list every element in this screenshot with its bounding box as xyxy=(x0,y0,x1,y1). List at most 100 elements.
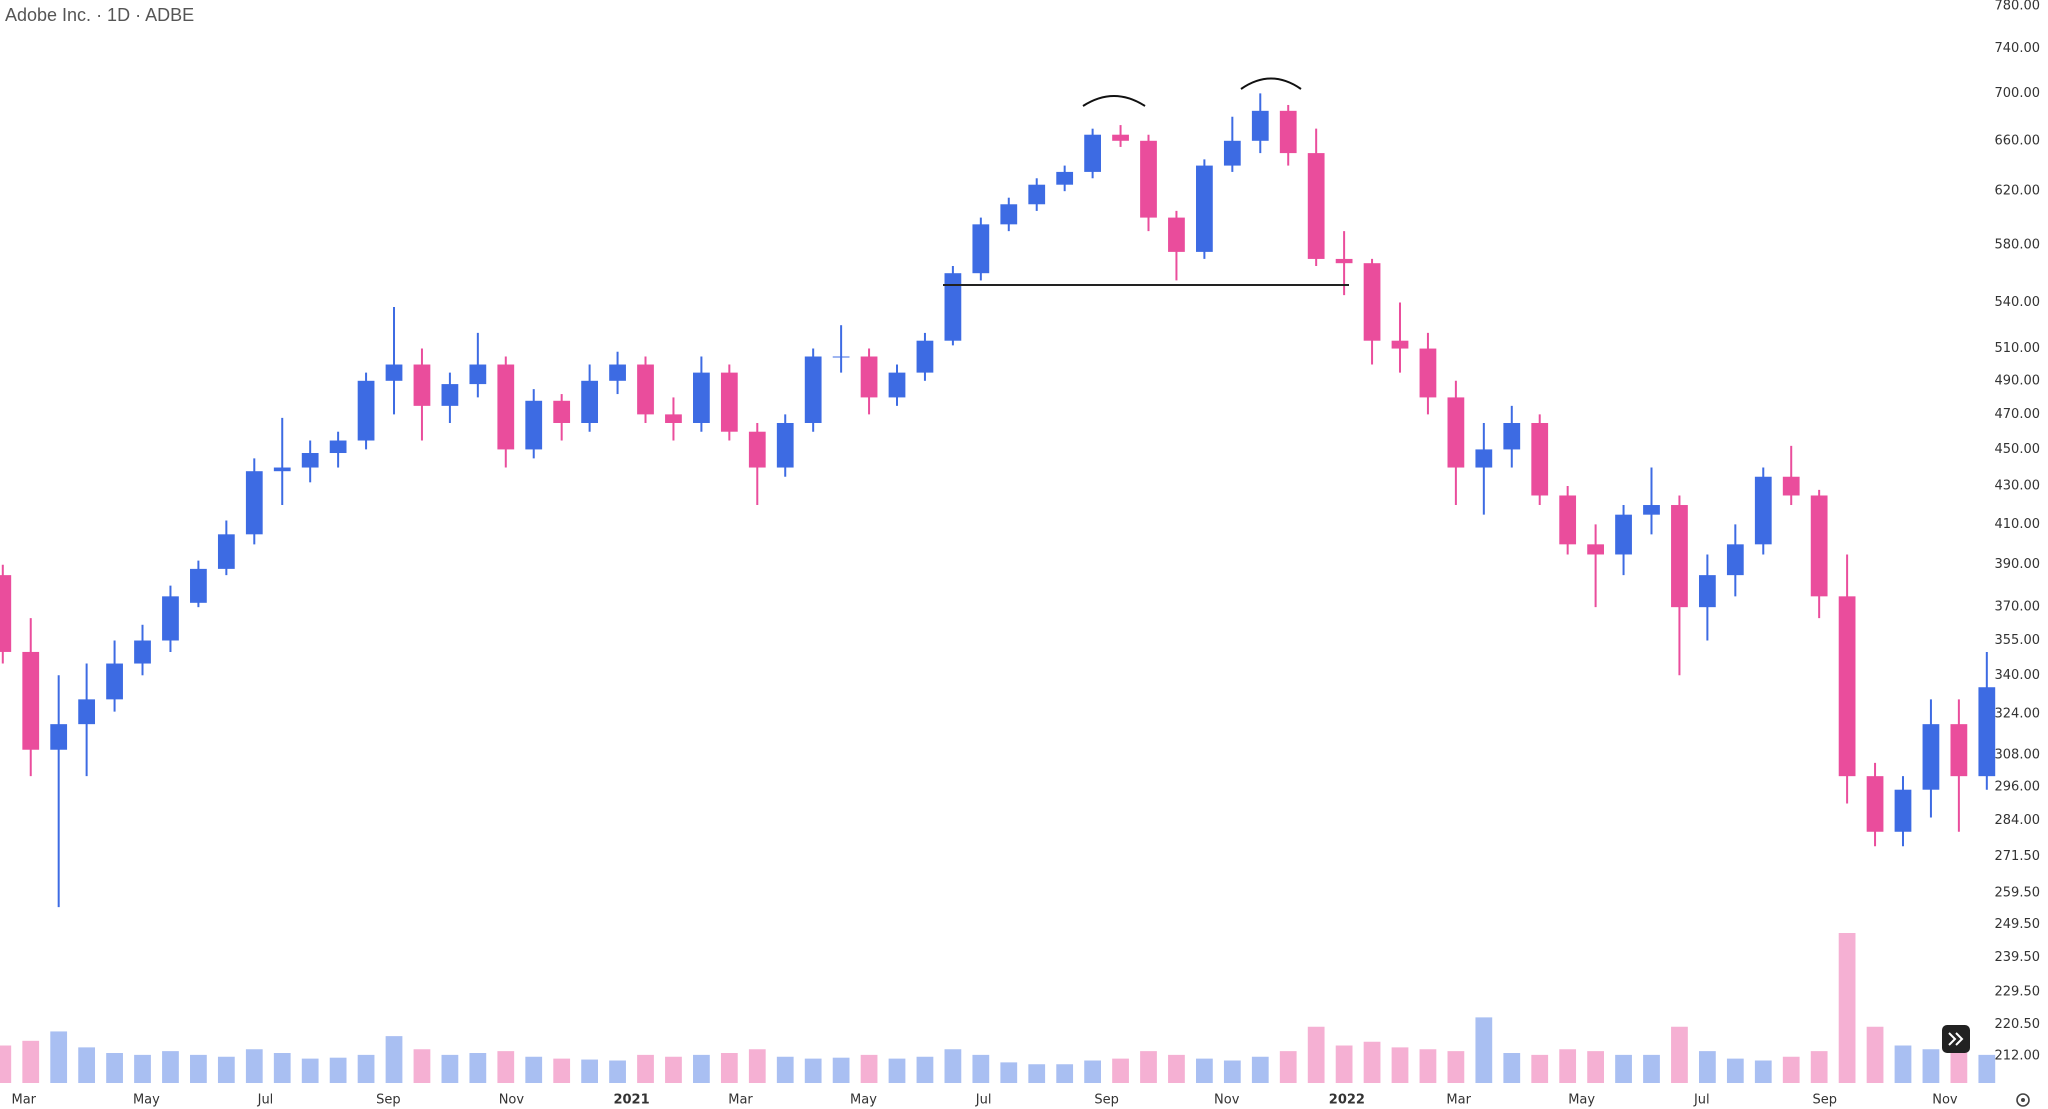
y-tick-label: 660.00 xyxy=(1995,133,2041,148)
volume-bar xyxy=(776,1056,794,1083)
candle-body xyxy=(1950,724,1968,777)
candle-body xyxy=(972,224,990,274)
x-tick-label: May xyxy=(133,1093,160,1108)
x-tick-label: Sep xyxy=(1094,1093,1119,1108)
x-tick-label: Mar xyxy=(11,1093,36,1108)
candle-body xyxy=(497,364,515,450)
volume-bar xyxy=(1447,1051,1465,1083)
candle-body xyxy=(1112,134,1129,141)
candle-body xyxy=(301,453,319,468)
volume-bar xyxy=(1112,1058,1129,1083)
candle-body xyxy=(609,364,626,381)
volume-bar xyxy=(1307,1026,1325,1083)
settings-button[interactable] xyxy=(2016,1093,2030,1107)
volume-bar xyxy=(693,1054,710,1083)
candle-body xyxy=(134,640,151,664)
candle-body xyxy=(665,414,682,423)
scroll-icon xyxy=(1948,1032,1964,1046)
candle-body xyxy=(245,471,263,535)
volume-bar xyxy=(0,1045,12,1083)
y-tick-label: 259.50 xyxy=(1995,886,2041,901)
volume-bar xyxy=(1810,1051,1828,1083)
volume-bar xyxy=(1251,1056,1269,1083)
candle-body xyxy=(1335,258,1353,264)
candle-body xyxy=(1643,505,1660,515)
volume-bar xyxy=(441,1054,459,1083)
shoulder-arc xyxy=(1082,95,1146,107)
candle-body xyxy=(1782,476,1800,496)
volume-bar xyxy=(190,1054,207,1083)
volume-bar xyxy=(1419,1049,1437,1083)
candle-body xyxy=(525,400,543,450)
scroll-button[interactable] xyxy=(1942,1025,1970,1053)
volume-bar xyxy=(1754,1060,1772,1083)
volume-bar xyxy=(357,1054,375,1083)
candle-body xyxy=(693,372,710,423)
volume-bar xyxy=(581,1059,599,1083)
candle-body xyxy=(1168,217,1185,252)
candle-body xyxy=(1391,340,1409,349)
y-tick-label: 450.00 xyxy=(1995,442,2041,457)
candle-body xyxy=(776,422,794,468)
y-tick-label: 296.00 xyxy=(1995,779,2041,794)
volume-bar xyxy=(553,1058,571,1083)
y-tick-label: 580.00 xyxy=(1995,237,2041,252)
candle-body xyxy=(1894,789,1912,832)
candle-body xyxy=(1140,140,1157,218)
x-tick-label: 2022 xyxy=(1329,1093,1365,1108)
candle-body xyxy=(1615,514,1632,555)
y-tick-label: 271.50 xyxy=(1995,849,2041,864)
volume-bar xyxy=(1056,1064,1074,1083)
x-tick-label: Jul xyxy=(975,1093,992,1108)
volume-bar xyxy=(748,1049,766,1083)
candle-body xyxy=(916,340,934,373)
chart-title: Adobe Inc. · 1D · ADBE xyxy=(5,5,194,25)
candle-body xyxy=(1838,596,1856,777)
volume-bar xyxy=(1922,1049,1940,1083)
volume-bar xyxy=(1643,1054,1660,1083)
x-tick-label: Nov xyxy=(1932,1093,1958,1108)
candle-body xyxy=(1978,687,1996,777)
plot xyxy=(0,93,1996,1083)
x-tick-label: Mar xyxy=(1446,1093,1471,1108)
volume-bar xyxy=(888,1058,906,1083)
volume-bar xyxy=(1587,1051,1604,1083)
settings-icon[interactable] xyxy=(2016,1093,2030,1107)
y-tick-label: 308.00 xyxy=(1995,747,2041,762)
candle-body xyxy=(832,356,850,358)
candle-body xyxy=(385,364,403,381)
candle-body xyxy=(190,568,207,603)
candle-body xyxy=(357,380,375,441)
y-tick-label: 620.00 xyxy=(1995,184,2041,199)
volume-bar xyxy=(1391,1047,1409,1083)
y-tick-label: 324.00 xyxy=(1995,707,2041,722)
candle-body xyxy=(441,384,459,406)
volume-bar xyxy=(1084,1060,1101,1083)
volume-bar xyxy=(525,1056,543,1083)
volume-bar xyxy=(1168,1054,1185,1083)
y-tick-label: 355.00 xyxy=(1995,633,2041,648)
candle-body xyxy=(1503,422,1521,450)
volume-bar xyxy=(1503,1053,1521,1083)
volume-bar xyxy=(1196,1058,1213,1083)
candle-body xyxy=(1754,476,1772,545)
y-tick-label: 510.00 xyxy=(1995,341,2041,356)
candle-body xyxy=(1866,776,1884,832)
volume-bar xyxy=(413,1049,431,1083)
candle-body xyxy=(1084,134,1101,172)
y-tick-label: 212.00 xyxy=(1995,1048,2041,1063)
volume-bar xyxy=(637,1054,654,1083)
candle-body xyxy=(1922,724,1940,790)
candle-body xyxy=(748,431,766,468)
candle-body xyxy=(1196,165,1213,252)
settings-icon-dot xyxy=(2021,1098,2025,1102)
volume-bar xyxy=(1978,1054,1996,1083)
y-tick-label: 390.00 xyxy=(1995,557,2041,572)
candle-body xyxy=(1251,110,1269,141)
volume-bar xyxy=(245,1049,263,1083)
candle-body xyxy=(1223,140,1241,166)
volume-bar xyxy=(1475,1017,1493,1083)
candle-body xyxy=(804,356,822,423)
volume-bar xyxy=(944,1049,962,1083)
